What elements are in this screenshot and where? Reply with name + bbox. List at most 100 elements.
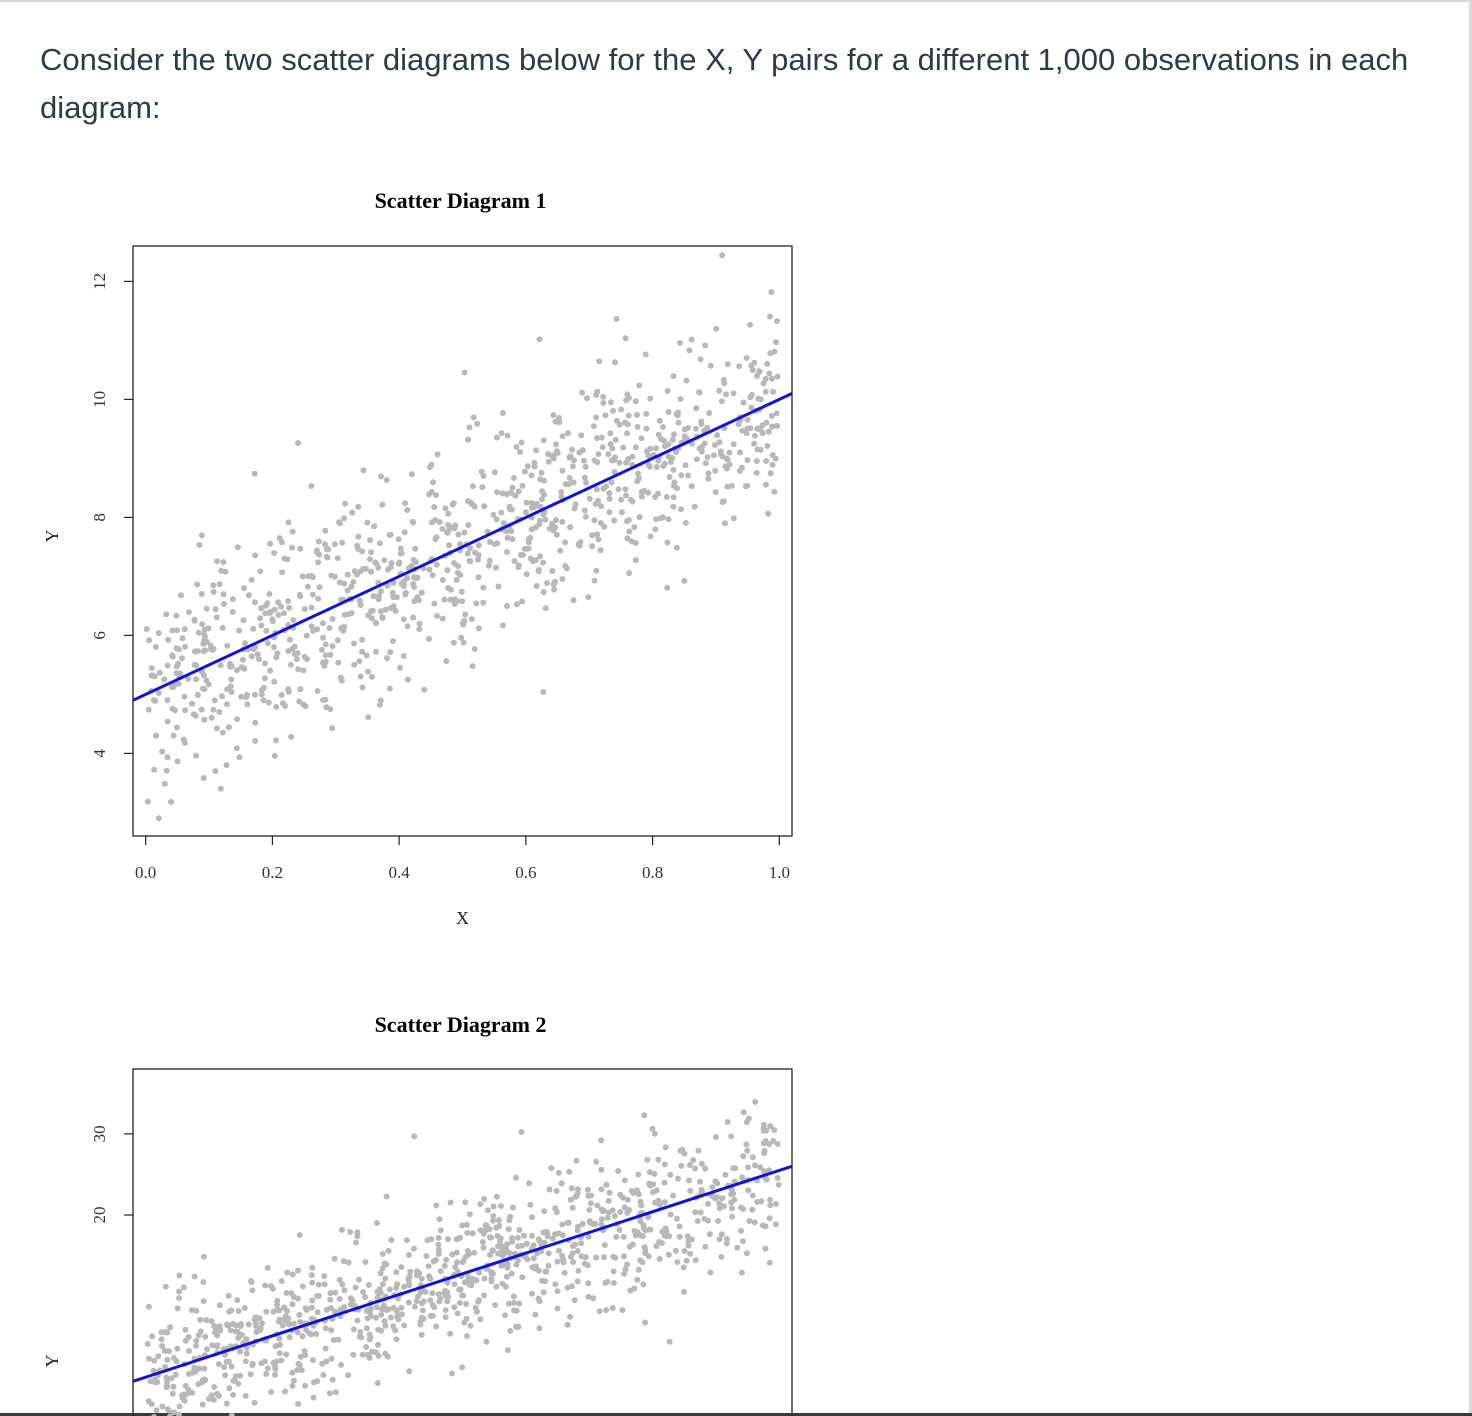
data-point	[276, 1335, 283, 1342]
data-point	[383, 1307, 390, 1314]
data-point	[221, 1364, 228, 1371]
y-tick-label: 12	[90, 273, 109, 290]
data-point	[573, 1157, 580, 1164]
plot-frame	[132, 1068, 793, 1416]
data-point	[151, 766, 158, 773]
data-point	[185, 1334, 192, 1340]
data-point	[714, 432, 721, 439]
data-point	[193, 1307, 200, 1314]
data-point	[374, 1288, 381, 1295]
data-point	[716, 439, 723, 446]
data-point	[271, 678, 278, 685]
x-tick-label: 0.0	[135, 863, 156, 882]
data-point	[248, 1278, 254, 1285]
data-point	[554, 1305, 561, 1312]
data-point	[146, 637, 153, 644]
data-point	[198, 706, 205, 713]
data-point	[390, 1304, 397, 1311]
data-point	[295, 666, 302, 673]
data-point	[466, 424, 473, 431]
data-point	[268, 1389, 275, 1395]
data-point	[593, 567, 600, 574]
data-point	[261, 1358, 268, 1365]
data-point	[593, 1158, 600, 1165]
data-point	[247, 1371, 254, 1378]
data-point	[457, 541, 464, 548]
data-point	[308, 1315, 315, 1322]
data-point	[301, 606, 308, 612]
data-point	[269, 1285, 276, 1292]
data-point	[298, 1367, 305, 1374]
data-point	[336, 1276, 343, 1283]
data-point	[271, 606, 278, 613]
data-point	[322, 541, 328, 548]
data-point	[606, 1189, 613, 1196]
data-point	[552, 1281, 559, 1288]
data-point	[290, 1377, 297, 1384]
data-point	[418, 1331, 425, 1338]
data-point	[409, 518, 416, 525]
data-point	[360, 1289, 367, 1295]
data-point	[294, 1329, 301, 1336]
data-point	[477, 1316, 484, 1323]
data-point	[513, 444, 520, 450]
data-point	[252, 691, 258, 698]
data-point	[773, 410, 780, 417]
data-point	[334, 637, 341, 644]
data-point	[706, 410, 713, 417]
data-point	[613, 417, 620, 424]
data-point	[245, 592, 252, 599]
data-point	[364, 519, 371, 526]
data-point	[295, 1360, 302, 1367]
data-point	[359, 1351, 366, 1358]
data-point	[625, 517, 632, 524]
data-point	[442, 1307, 449, 1314]
data-point	[308, 1272, 315, 1279]
data-point	[645, 452, 652, 459]
data-point	[622, 486, 629, 493]
data-point	[683, 1257, 690, 1264]
data-point	[353, 1239, 359, 1246]
data-point	[220, 601, 227, 607]
data-point	[705, 470, 712, 477]
data-point	[584, 1186, 591, 1193]
data-point	[613, 1233, 620, 1240]
data-point	[500, 622, 506, 629]
data-point	[723, 1240, 730, 1247]
data-point	[398, 580, 405, 587]
data-point	[508, 528, 515, 535]
data-point	[677, 396, 684, 402]
data-point	[682, 519, 689, 526]
data-point	[646, 1169, 653, 1176]
data-point	[350, 579, 357, 585]
data-point	[730, 390, 737, 397]
data-point	[570, 1259, 577, 1265]
data-point	[214, 1343, 220, 1350]
data-point	[585, 1192, 592, 1199]
data-point	[728, 1191, 735, 1198]
data-point	[679, 1146, 686, 1153]
data-point	[518, 1129, 525, 1135]
data-point	[319, 1360, 326, 1367]
plot-frame	[132, 245, 793, 837]
data-point	[521, 1232, 527, 1239]
data-point	[601, 1242, 608, 1248]
data-point	[158, 1336, 165, 1343]
data-point	[568, 1185, 575, 1192]
data-point	[460, 621, 467, 628]
data-point	[155, 690, 162, 696]
data-point	[411, 574, 417, 581]
data-point	[174, 627, 180, 634]
data-point	[352, 1284, 359, 1291]
data-point	[692, 425, 699, 432]
data-point	[315, 559, 322, 566]
data-point	[645, 461, 652, 468]
data-point	[441, 596, 448, 603]
data-point	[675, 419, 682, 426]
data-point	[571, 457, 577, 464]
data-point	[564, 1219, 571, 1226]
data-point	[204, 1346, 210, 1353]
data-point	[173, 724, 180, 731]
data-point	[693, 456, 700, 463]
data-point	[567, 524, 574, 531]
